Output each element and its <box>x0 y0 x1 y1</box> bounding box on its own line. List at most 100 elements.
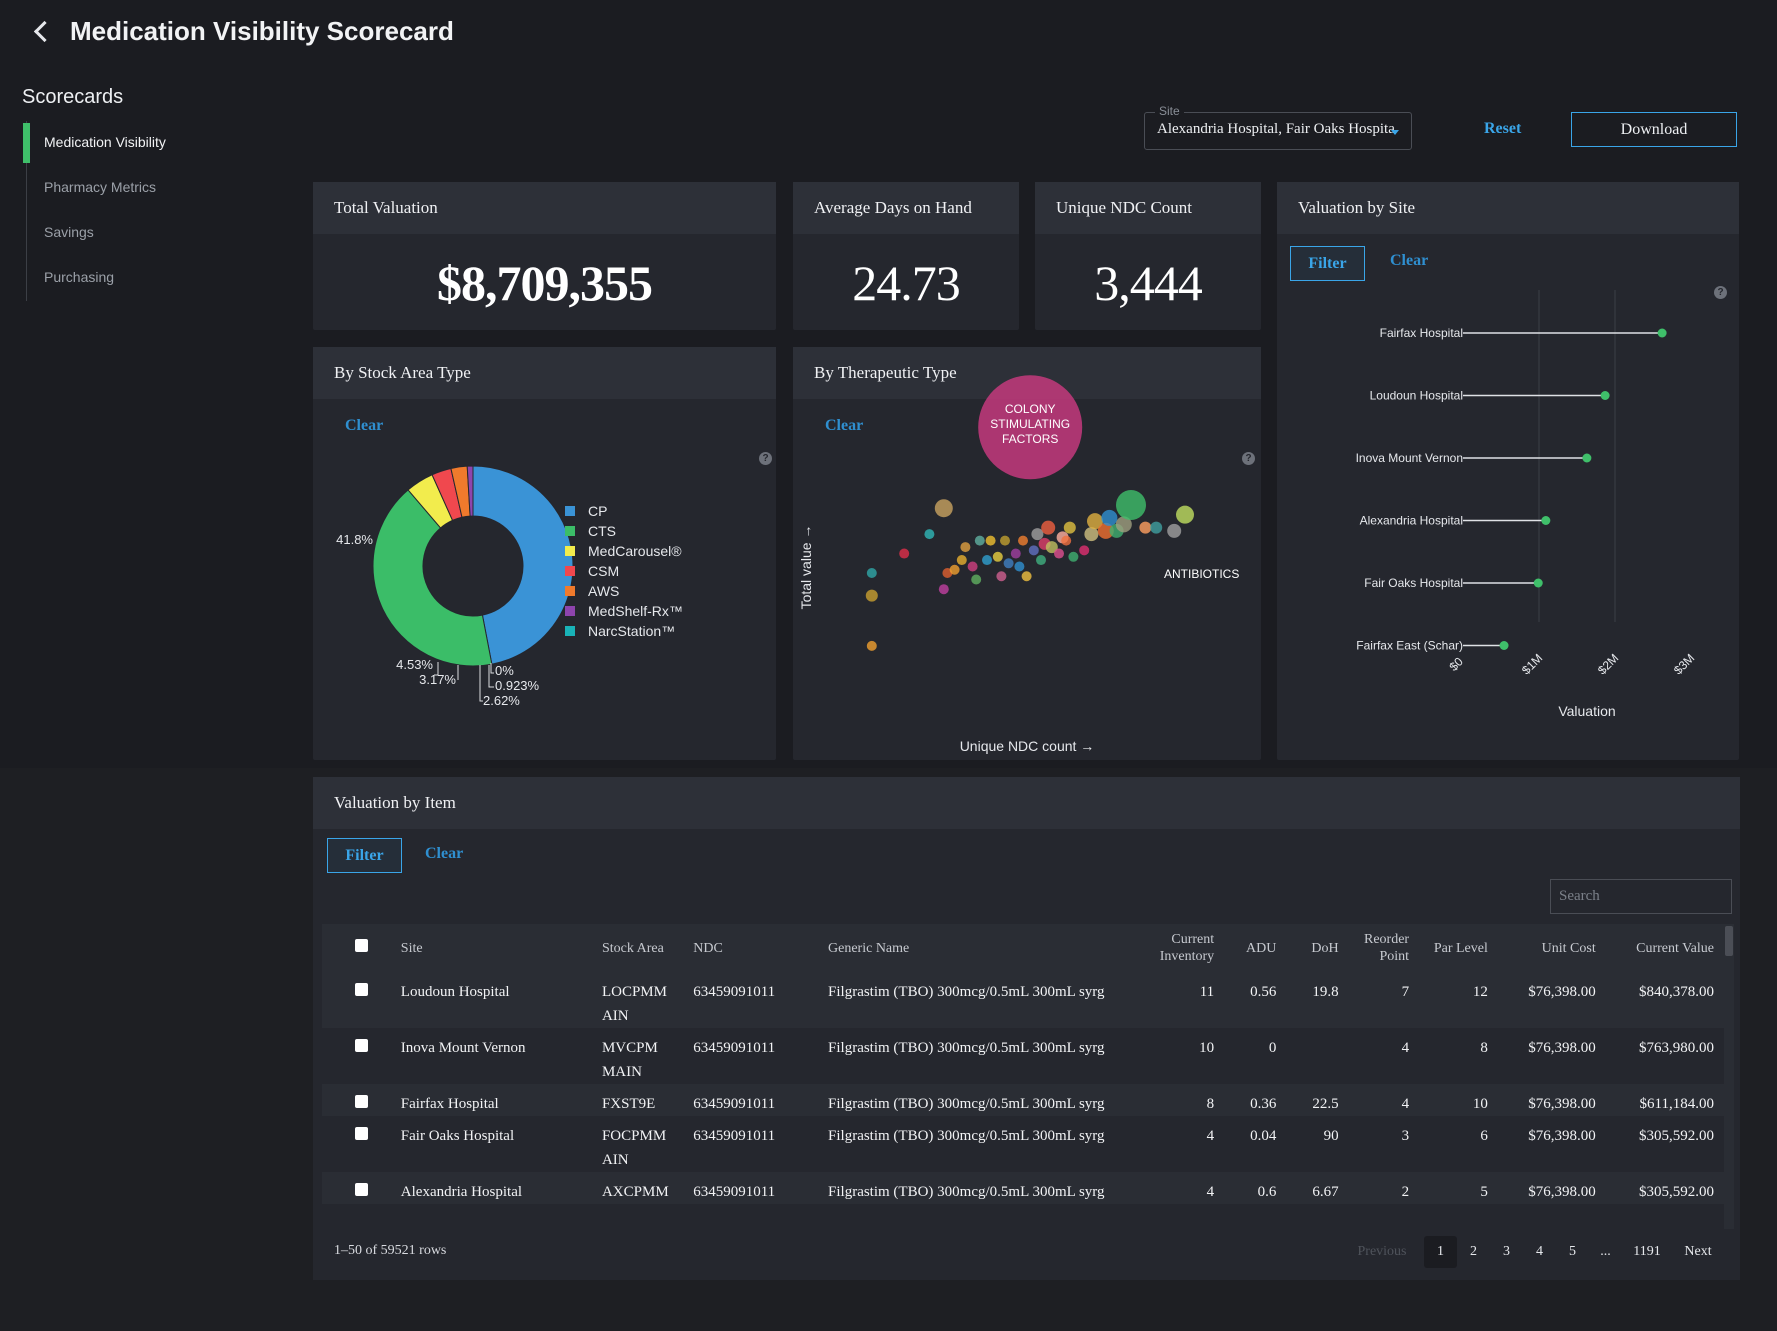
bubble-point[interactable] <box>1018 535 1028 546</box>
bubble-point[interactable] <box>971 574 982 585</box>
bubble-point[interactable] <box>1041 520 1056 535</box>
lollipop-point[interactable] <box>1600 391 1610 400</box>
bubble-point[interactable] <box>1036 555 1046 566</box>
bubble-point[interactable] <box>865 589 878 602</box>
bubble-point[interactable] <box>1068 551 1079 562</box>
column-header[interactable]: NDC <box>693 924 829 972</box>
bubble-point[interactable] <box>1079 545 1090 556</box>
help-icon[interactable]: ? <box>1714 286 1727 299</box>
column-header[interactable]: Current Value <box>1605 924 1724 972</box>
bubble-point[interactable] <box>1063 521 1076 534</box>
lollipop-point[interactable] <box>1582 453 1592 463</box>
column-header[interactable]: Reorder Point <box>1348 924 1420 972</box>
bubble-point[interactable] <box>1176 505 1194 524</box>
donut-slice-3[interactable] <box>431 467 463 522</box>
bubble-point[interactable] <box>974 535 985 546</box>
therapeutic-clear-button[interactable]: Clear <box>825 417 864 434</box>
bubble-point[interactable] <box>866 568 877 578</box>
bubble-point[interactable] <box>1021 571 1032 582</box>
sidebar-item-pharmacy-metrics[interactable]: Pharmacy Metrics <box>44 179 157 195</box>
column-header[interactable]: Stock Area <box>601 924 694 972</box>
column-header[interactable]: DoH <box>1286 924 1349 972</box>
bubble-point[interactable] <box>982 555 992 566</box>
bubble-point[interactable] <box>1115 516 1132 533</box>
donut-slice-4[interactable] <box>450 465 471 518</box>
site-filter-button[interactable]: Filter <box>1290 246 1365 281</box>
bubble-point[interactable] <box>1150 521 1163 534</box>
row-checkbox[interactable] <box>354 1039 368 1052</box>
previous-page-button[interactable]: Previous <box>1357 1244 1407 1259</box>
next-page-button[interactable]: Next <box>1684 1244 1712 1259</box>
bubble-point[interactable] <box>938 584 949 595</box>
legend-label[interactable]: CTS <box>588 523 616 539</box>
select-all-checkbox[interactable] <box>354 939 368 952</box>
column-header[interactable]: Generic Name <box>828 924 1140 972</box>
page-button[interactable]: 4 <box>1536 1244 1543 1259</box>
column-header[interactable]: Site <box>400 924 602 972</box>
bubble-point[interactable] <box>924 529 935 540</box>
table-row[interactable]: Fairfax Hospital FXST9E 63459091011 Filgras… <box>322 1084 1724 1116</box>
bubble-point[interactable] <box>1139 521 1152 534</box>
column-header[interactable]: Par Level <box>1419 924 1498 972</box>
row-checkbox[interactable] <box>354 1095 368 1108</box>
row-checkbox[interactable] <box>354 983 368 996</box>
legend-label[interactable]: CP <box>588 503 607 519</box>
table-scrollbar[interactable] <box>1724 924 1734 1229</box>
row-checkbox[interactable] <box>354 1183 368 1196</box>
bubble-point[interactable] <box>1087 513 1103 530</box>
table-row[interactable]: Fair Oaks Hospital FOCPMM AIN 63459091011 F… <box>322 1116 1724 1172</box>
back-arrow-icon[interactable] <box>30 20 52 42</box>
bubble-point[interactable] <box>899 548 910 559</box>
bubble-point[interactable] <box>978 375 1083 480</box>
sidebar-item-medication-visibility[interactable]: Medication Visibility <box>23 121 272 166</box>
page-button[interactable]: 3 <box>1503 1244 1510 1259</box>
lollipop-point[interactable] <box>1533 578 1543 588</box>
bubble-point[interactable] <box>996 571 1007 582</box>
legend-label[interactable]: MedShelf-Rx™ <box>588 603 683 619</box>
scrollbar-thumb[interactable] <box>1725 926 1733 956</box>
bubble-point[interactable] <box>1054 548 1064 559</box>
bubble-point[interactable] <box>992 551 1003 562</box>
bubble-point[interactable] <box>1003 558 1014 569</box>
donut-slice-1[interactable] <box>372 489 493 667</box>
row-checkbox[interactable] <box>354 1127 368 1140</box>
help-icon[interactable]: ? <box>1242 452 1255 465</box>
bubble-point[interactable] <box>1061 535 1072 546</box>
bubble-point[interactable] <box>1014 561 1025 572</box>
bubble-point[interactable] <box>1116 489 1146 520</box>
page-button[interactable]: 2 <box>1470 1244 1477 1259</box>
column-header[interactable]: Unit Cost <box>1497 924 1606 972</box>
bubble-point[interactable] <box>985 535 996 546</box>
download-button[interactable]: Download <box>1571 112 1737 147</box>
donut-slice-5[interactable] <box>466 465 474 517</box>
table-row[interactable]: Inova Mount Vernon MVCPM MAIN 63459091011 F… <box>322 1028 1724 1084</box>
legend-label[interactable]: NarcStation™ <box>588 623 675 639</box>
bubble-point[interactable] <box>1167 523 1182 538</box>
help-icon[interactable]: ? <box>759 452 772 465</box>
bubble-point[interactable] <box>1000 535 1010 546</box>
legend-label[interactable]: AWS <box>588 583 619 599</box>
item-clear-button[interactable]: Clear <box>425 845 464 862</box>
table-row[interactable]: Loudoun Hospital LOCPMM AIN 63459091011 Fil… <box>322 972 1724 1028</box>
stock-area-clear-button[interactable]: Clear <box>345 417 384 434</box>
donut-slice-0[interactable] <box>472 465 574 665</box>
sidebar-item-purchasing[interactable]: Purchasing <box>44 269 115 285</box>
bubble-point[interactable] <box>1097 522 1114 539</box>
page-button[interactable]: 5 <box>1569 1244 1576 1259</box>
bubble-point[interactable] <box>960 542 971 553</box>
bubble-point[interactable] <box>1045 541 1058 554</box>
bubble-point[interactable] <box>1010 548 1021 559</box>
legend-label[interactable]: MedCarousel® <box>588 543 682 559</box>
site-clear-button[interactable]: Clear <box>1390 252 1429 269</box>
lollipop-point[interactable] <box>1657 328 1667 338</box>
item-filter-button[interactable]: Filter <box>327 838 402 873</box>
bubble-point[interactable] <box>949 564 960 575</box>
lollipop-point[interactable] <box>1499 641 1509 650</box>
bubble-point[interactable] <box>934 499 953 518</box>
bubble-point[interactable] <box>956 555 967 566</box>
reset-button[interactable]: Reset <box>1484 120 1522 137</box>
bubble-point[interactable] <box>967 561 978 572</box>
lollipop-point[interactable] <box>1541 516 1551 525</box>
table-row[interactable]: Alexandria Hospital AXCPMM 63459091011 Filg… <box>322 1172 1724 1204</box>
search-input[interactable] <box>1550 879 1732 914</box>
